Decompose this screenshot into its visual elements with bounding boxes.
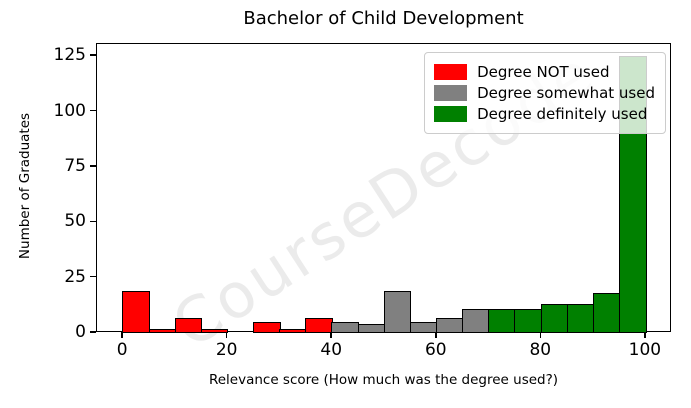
histogram-bar <box>383 291 412 333</box>
histogram-bar <box>331 322 360 333</box>
y-tick-label: 125 <box>53 45 86 66</box>
histogram-bar <box>148 328 177 333</box>
x-tick-label: 100 <box>628 340 662 360</box>
histogram-bar <box>592 293 621 333</box>
histogram-bar <box>514 308 543 333</box>
x-tick-mark <box>435 332 437 338</box>
x-tick-mark <box>539 332 542 338</box>
legend-color-patch <box>434 85 468 101</box>
legend-entry: Degree NOT used <box>434 63 655 81</box>
legend-entry: Degree somewhat used <box>434 84 655 102</box>
legend-box: Degree NOT used Degree somewhat used Degre… <box>424 52 666 134</box>
y-tick-mark <box>90 165 96 167</box>
histogram-bar <box>122 291 150 333</box>
y-tick-label: 0 <box>75 322 86 342</box>
histogram-bar <box>540 304 569 333</box>
histogram-bar <box>174 317 203 333</box>
legend-color-patch <box>434 106 468 122</box>
y-tick-label: 50 <box>64 211 86 232</box>
x-tick-label: 80 <box>529 340 552 360</box>
histogram-bar <box>436 317 464 333</box>
histogram-bar <box>200 328 229 333</box>
legend-color-patch <box>434 64 468 80</box>
y-tick-label: 25 <box>64 266 86 287</box>
x-tick-mark <box>121 332 123 338</box>
y-axis-label: Number of Graduates <box>17 112 33 260</box>
x-tick-label: 40 <box>320 340 343 360</box>
y-tick-mark <box>90 331 96 333</box>
x-tick-mark <box>644 332 646 338</box>
y-tick-mark <box>90 220 96 223</box>
y-tick-mark <box>90 275 96 278</box>
histogram-bar <box>566 304 595 333</box>
histogram-bar <box>409 322 438 333</box>
histogram-bar <box>357 324 386 333</box>
legend-entry: Degree definitely used <box>434 105 655 123</box>
y-tick-label: 100 <box>53 100 86 121</box>
legend-label: Degree definitely used <box>477 105 648 123</box>
histogram-bar <box>462 308 490 333</box>
legend-label: Degree NOT used <box>477 63 610 81</box>
x-axis-label: Relevance score (How much was the degree… <box>208 372 559 388</box>
plot-area: CourseDecode Degree NOT used Degree somew… <box>96 35 671 362</box>
chart-title: Bachelor of Child Development <box>243 8 524 29</box>
x-tick-mark <box>330 332 332 338</box>
x-tick-label: 20 <box>215 340 238 360</box>
x-tick-mark <box>225 332 228 338</box>
x-tick-label: 0 <box>116 340 128 360</box>
histogram-bar <box>279 328 307 333</box>
histogram-bar <box>253 322 281 333</box>
y-tick-mark <box>90 54 96 56</box>
histogram-bar <box>305 317 333 333</box>
y-tick-mark <box>90 109 96 112</box>
legend-label: Degree somewhat used <box>477 84 655 102</box>
y-tick-label: 75 <box>64 155 86 176</box>
x-tick-label: 60 <box>424 340 447 360</box>
histogram-bar <box>488 308 516 333</box>
